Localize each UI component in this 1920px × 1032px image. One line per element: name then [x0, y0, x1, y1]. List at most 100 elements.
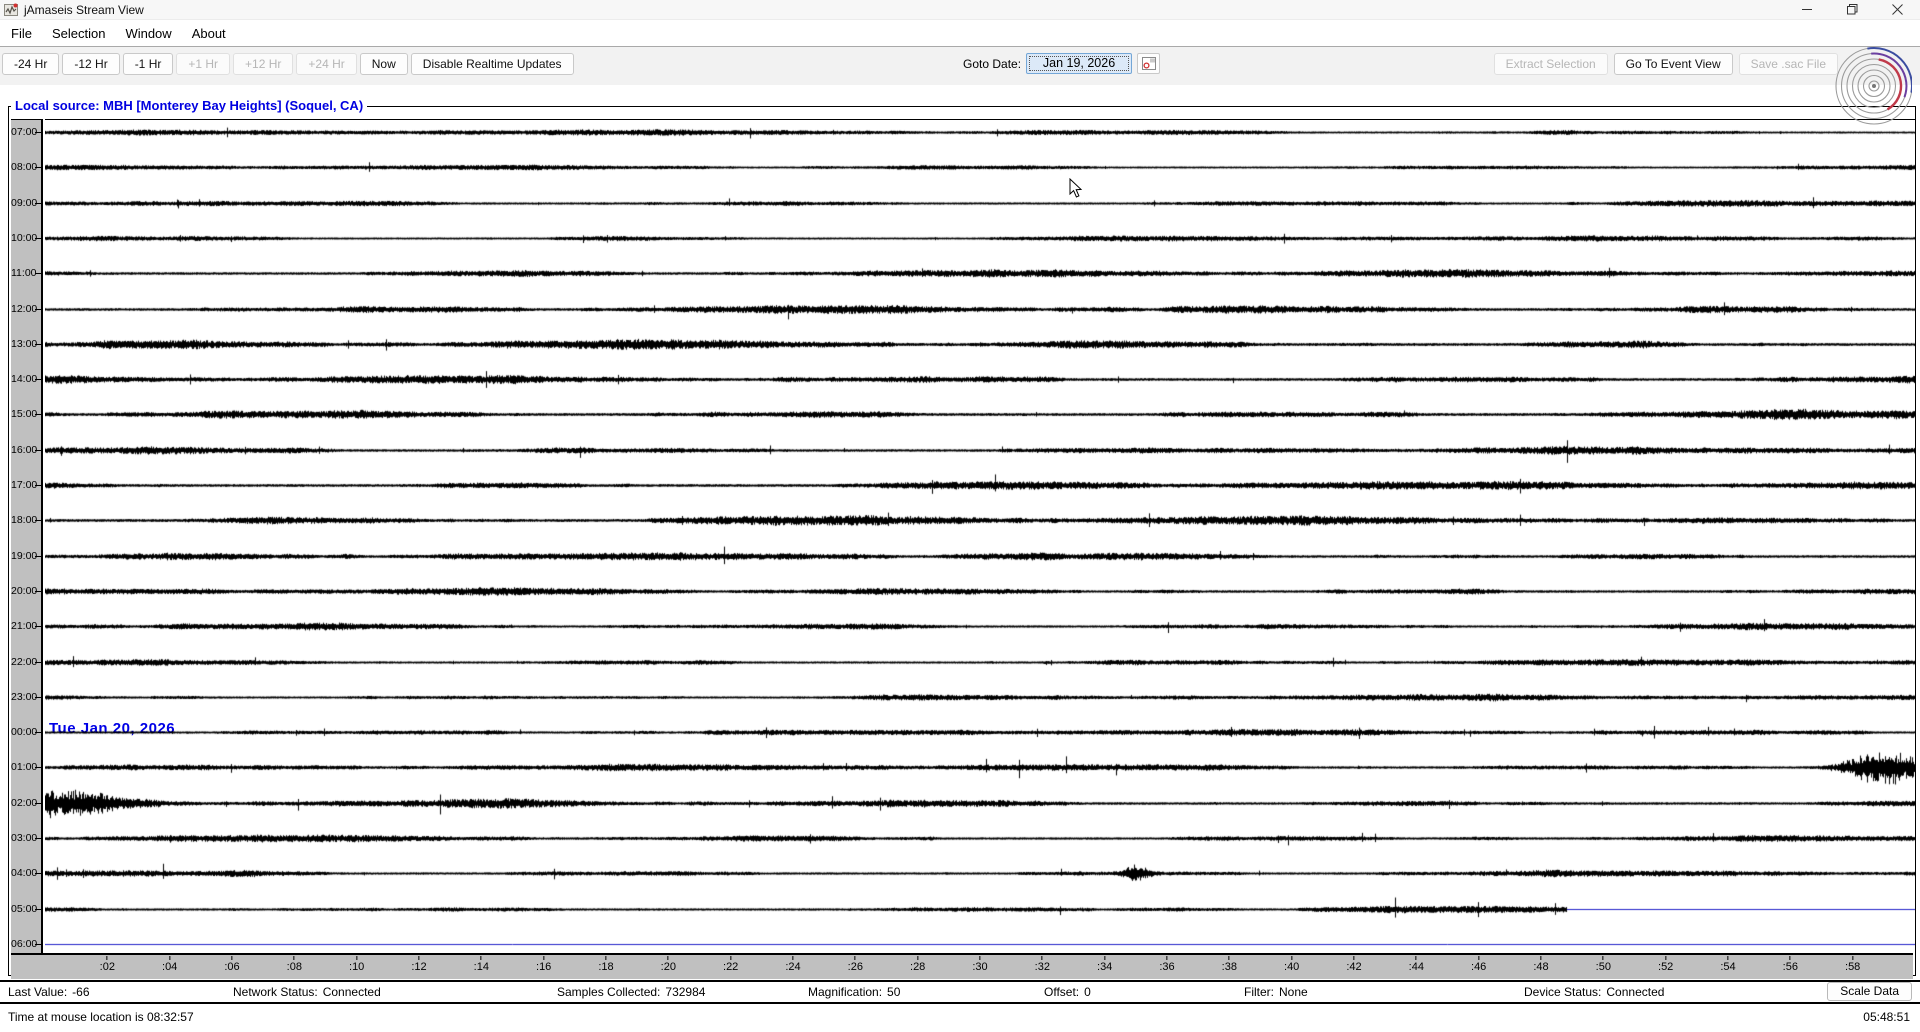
statusbar: Last Value: -66 Network Status: Connected … [0, 980, 1920, 1004]
hour-label-gutter: 07:00 08:00 09:00 10:00 11:00 12:00 13:00 14:00… [11, 119, 43, 953]
selection-buttons: Extract Selection Go To Event View Save … [1493, 53, 1838, 75]
close-button[interactable] [1875, 0, 1920, 19]
x-axis-tick: :22 [723, 956, 738, 973]
goto-date-label: Goto Date: [963, 56, 1022, 71]
hour-label: 10:00 [11, 232, 41, 244]
x-axis-tick: :52 [1658, 956, 1673, 973]
goto-date-field[interactable]: Jan 19, 2026 [1026, 53, 1133, 74]
stream-groupbox: Local source: MBH [Monterey Bay Heights]… [8, 98, 1916, 979]
x-axis-tick: :18 [598, 956, 613, 973]
x-axis-tick: :14 [474, 956, 489, 973]
back-12hr-button[interactable]: -12 Hr [62, 53, 120, 75]
hour-label: 12:00 [11, 303, 41, 315]
hour-label: 00:00 [11, 726, 41, 738]
now-button[interactable]: Now [359, 53, 408, 75]
seismogram-canvas[interactable] [45, 119, 1915, 954]
hour-label: 16:00 [11, 444, 41, 456]
x-axis-tick: :04 [162, 956, 177, 973]
minimize-button[interactable] [1785, 0, 1830, 19]
hour-label: 20:00 [11, 585, 41, 597]
hour-label: 23:00 [11, 691, 41, 703]
hour-label: 17:00 [11, 479, 41, 491]
hour-label: 05:00 [11, 903, 41, 915]
x-axis-tick: :08 [287, 956, 302, 973]
hour-label: 07:00 [11, 126, 41, 138]
close-icon [1892, 4, 1903, 15]
restore-icon [1847, 4, 1858, 15]
x-axis-tick: :50 [1596, 956, 1611, 973]
offset-status: Offset: 0 [1044, 985, 1091, 999]
x-axis-tick: :24 [785, 956, 800, 973]
x-axis-tick: :06 [224, 956, 239, 973]
spiral-logo-icon [1835, 47, 1913, 125]
back-1hr-button[interactable]: -1 Hr [122, 53, 174, 75]
forward-1hr-button: +1 Hr [176, 53, 231, 75]
window-controls [1785, 0, 1920, 19]
last-value-status: Last Value: -66 [8, 985, 90, 999]
x-axis-tick: :58 [1845, 956, 1860, 973]
scale-data-button[interactable]: Scale Data [1827, 982, 1912, 1001]
hour-label: 09:00 [11, 197, 41, 209]
x-axis-tick: :54 [1720, 956, 1735, 973]
x-axis: :02 :04 :06 :08 :10 :12 :14 :16 :18 :20 :22 :24 :26:… [11, 953, 1913, 979]
time-nav-buttons: -24 Hr -12 Hr -1 Hr +1 Hr +12 Hr +24 Hr … [2, 53, 574, 75]
menu-window[interactable]: Window [125, 25, 172, 41]
hour-label: 18:00 [11, 514, 41, 526]
jamaseis-spiral-logo [1830, 44, 1913, 126]
x-axis-tick: :12 [411, 956, 426, 973]
calendar-icon [1141, 57, 1156, 70]
x-axis-tick: :38 [1222, 956, 1237, 973]
x-axis-tick: :16 [536, 956, 551, 973]
menubar: File Selection Window About [0, 20, 1920, 47]
x-axis-tick: :48 [1533, 956, 1548, 973]
network-status: Network Status: Connected [233, 985, 381, 999]
x-axis-tick: :02 [100, 956, 115, 973]
hour-label: 11:00 [11, 267, 41, 279]
magnification-status: Magnification: 50 [808, 985, 901, 999]
hour-label: 22:00 [11, 656, 41, 668]
mouse-cursor [1069, 178, 1083, 198]
footer: Time at mouse location is 08:32:57 05:48… [0, 1004, 1920, 1032]
x-axis-tick: :32 [1035, 956, 1050, 973]
save-sac-file-button: Save .sac File [1738, 53, 1838, 75]
hour-label: 21:00 [11, 620, 41, 632]
app-icon [4, 2, 19, 17]
x-axis-tick: :46 [1471, 956, 1486, 973]
window-title: jAmaseis Stream View [24, 2, 144, 17]
goto-date-group: Goto Date: Jan 19, 2026 [963, 53, 1161, 74]
x-axis-tick: :10 [349, 956, 364, 973]
menu-file[interactable]: File [11, 25, 32, 41]
menu-about[interactable]: About [191, 25, 226, 41]
x-axis-tick: :20 [661, 956, 676, 973]
restore-button[interactable] [1830, 0, 1875, 19]
x-axis-tick: :40 [1284, 956, 1299, 973]
samples-collected-status: Samples Collected: 732984 [557, 985, 706, 999]
forward-12hr-button: +12 Hr [233, 53, 294, 75]
x-axis-tick: :26 [848, 956, 863, 973]
x-axis-tick: :30 [972, 956, 987, 973]
disable-realtime-button[interactable]: Disable Realtime Updates [410, 53, 574, 75]
go-to-event-view-button[interactable]: Go To Event View [1613, 53, 1733, 75]
hour-label: 06:00 [11, 938, 41, 950]
filter-status: Filter: None [1244, 985, 1308, 999]
hour-label: 13:00 [11, 338, 41, 350]
x-axis-tick: :44 [1409, 956, 1424, 973]
x-axis-tick: :34 [1097, 956, 1112, 973]
forward-24hr-button: +24 Hr [296, 53, 357, 75]
back-24hr-button[interactable]: -24 Hr [2, 53, 60, 75]
hour-label: 01:00 [11, 761, 41, 773]
x-axis-tick: :36 [1159, 956, 1174, 973]
x-axis-tick: :56 [1783, 956, 1798, 973]
toolbar: -24 Hr -12 Hr -1 Hr +1 Hr +12 Hr +24 Hr … [0, 47, 1920, 85]
hour-label: 08:00 [11, 161, 41, 173]
hour-label: 15:00 [11, 408, 41, 420]
local-source-label: Local source: MBH [Monterey Bay Heights]… [11, 98, 368, 113]
calendar-button[interactable] [1137, 53, 1161, 74]
clock-text: 05:48:51 [1863, 1010, 1910, 1024]
mouse-time-text: Time at mouse location is 08:32:57 [8, 1010, 194, 1024]
titlebar[interactable]: jAmaseis Stream View [0, 0, 1920, 20]
hour-label: 04:00 [11, 867, 41, 879]
hour-label: 03:00 [11, 832, 41, 844]
extract-selection-button: Extract Selection [1493, 53, 1608, 75]
menu-selection[interactable]: Selection [51, 25, 106, 41]
